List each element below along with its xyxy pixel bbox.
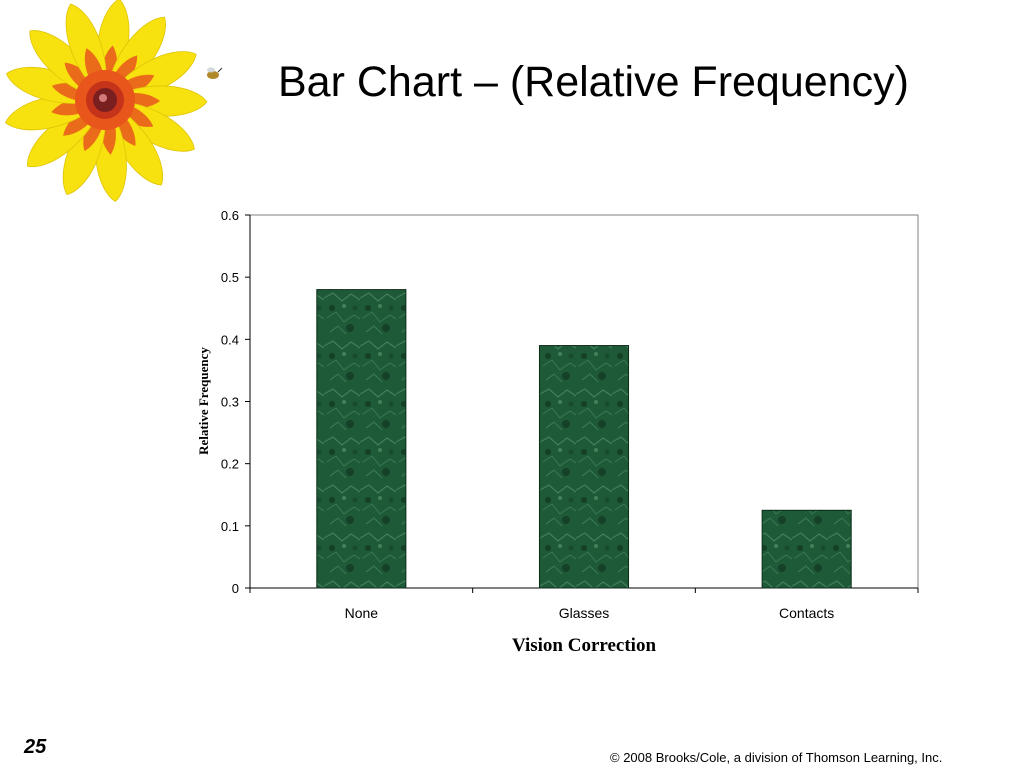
bar-chart: 00.10.20.30.40.50.6 None Glasses Contacts … [196,208,919,656]
copyright-notice: © 2008 Brooks/Cole, a division of Thomso… [610,750,943,765]
y-tick-label: 0.4 [221,332,239,347]
y-axis-title: Relative Frequency [196,347,211,455]
slide-title: Bar Chart – (Relative Frequency) [278,58,909,106]
y-tick-label: 0.6 [221,208,239,223]
y-tick-label: 0.1 [221,519,239,534]
bar-contacts [761,509,852,589]
x-category-label: Contacts [779,605,834,621]
flower-icon [5,0,223,202]
y-tick-label: 0.3 [221,395,239,410]
flower-highlight-icon [99,94,107,102]
x-axis-title: Vision Correction [512,635,657,656]
x-category-label: None [345,605,379,621]
y-tick-label: 0 [232,581,239,596]
y-tick-label: 0.5 [221,270,239,285]
bee-icon [207,67,223,79]
bar-glasses [538,345,630,589]
x-category-label: Glasses [559,605,610,621]
y-tick-label: 0.2 [221,457,239,472]
bar-none [316,289,407,589]
slide-number: 25 [24,736,47,758]
